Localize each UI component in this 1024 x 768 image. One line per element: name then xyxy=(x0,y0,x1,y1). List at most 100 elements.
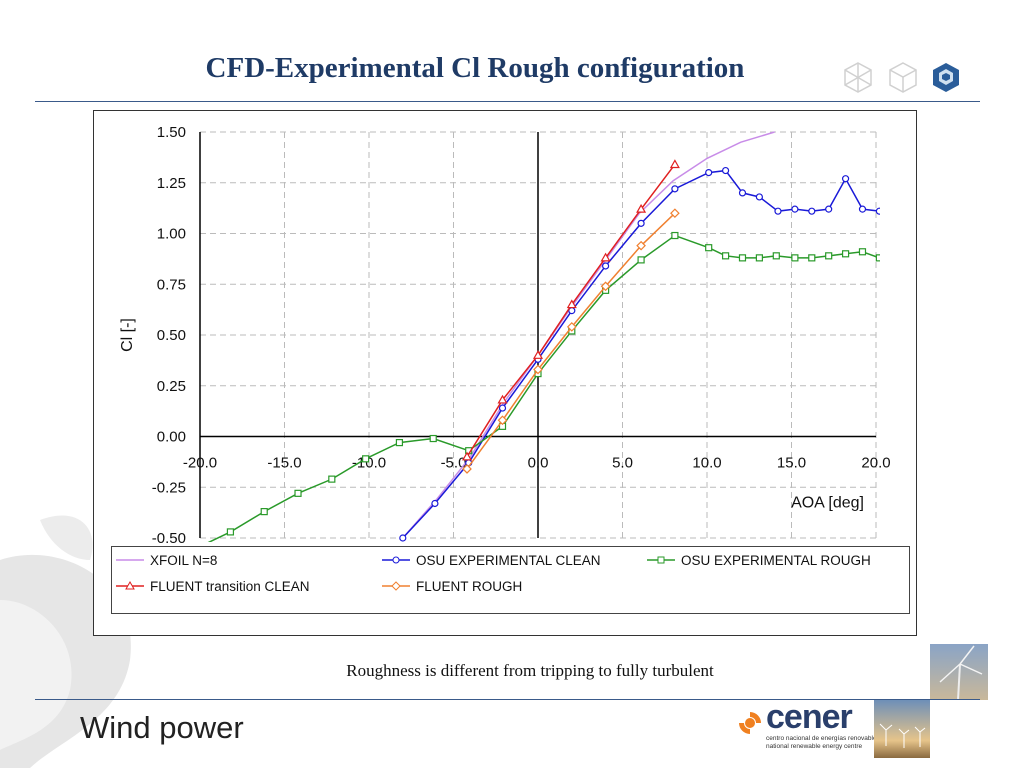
series-2-point xyxy=(705,244,713,252)
legend-item: FLUENT ROUGH xyxy=(382,577,522,595)
y-tick-label: 0.00 xyxy=(157,429,186,446)
series-4-point xyxy=(533,364,543,375)
series-2-point xyxy=(637,256,645,264)
legend-swatch xyxy=(382,581,410,591)
x-tick-label: 15.0 xyxy=(777,455,806,472)
x-tick-label: 10.0 xyxy=(692,455,721,472)
footer-title: Wind power xyxy=(80,710,244,745)
series-1-point xyxy=(875,207,880,215)
series-4-point xyxy=(497,415,508,426)
legend-label: XFOIL N=8 xyxy=(150,552,218,568)
x-tick-label: -5.0 xyxy=(441,455,467,472)
series-1-point xyxy=(791,205,799,213)
series-1-point xyxy=(431,499,439,508)
series-1-point xyxy=(637,219,645,227)
series-2-point xyxy=(808,254,816,262)
series-1-point xyxy=(721,166,730,175)
series-1-point xyxy=(399,534,407,542)
x-tick-label: -15.0 xyxy=(267,455,301,472)
legend-swatch xyxy=(116,580,144,590)
cener-subtitle-en: national renewable energy centre xyxy=(766,743,863,750)
footer-divider xyxy=(35,699,980,700)
legend-label: OSU EXPERIMENTAL CLEAN xyxy=(416,552,601,568)
series-1-point xyxy=(738,189,747,197)
title-divider xyxy=(35,101,980,102)
cener-subtitle-es: centro nacional de energías renovables xyxy=(766,735,880,742)
series-2-point xyxy=(328,475,336,483)
legend-item: OSU EXPERIMENTAL ROUGH xyxy=(647,551,871,569)
series-1-point xyxy=(808,207,816,215)
x-tick-label: 5.0 xyxy=(612,455,633,472)
series-2-point xyxy=(858,248,867,256)
wind-turbine-photo xyxy=(930,644,988,700)
series-2-point xyxy=(791,254,799,262)
legend-swatch xyxy=(647,556,675,564)
x-tick-label: 0.0 xyxy=(528,455,549,472)
y-tick-label: 1.50 xyxy=(157,124,186,141)
series-line-0 xyxy=(402,131,775,539)
wind-farm-photo xyxy=(874,700,930,758)
series-1-point xyxy=(671,185,679,193)
series-2-point xyxy=(825,252,833,260)
series-1-point xyxy=(602,262,610,270)
legend-item: OSU EXPERIMENTAL CLEAN xyxy=(382,551,601,569)
series-2-point xyxy=(362,455,370,463)
series-3-point xyxy=(532,350,544,359)
series-1-point xyxy=(858,205,867,213)
series-2-point xyxy=(755,254,763,262)
series-3-point xyxy=(461,451,473,461)
series-3-point xyxy=(600,252,611,262)
legend-label: OSU EXPERIMENTAL ROUGH xyxy=(681,552,871,568)
series-2-point xyxy=(260,508,268,516)
slide-caption: Roughness is different from tripping to … xyxy=(346,661,714,680)
y-tick-label: 1.25 xyxy=(157,175,186,192)
y-tick-label: 0.25 xyxy=(157,378,186,395)
series-4-point xyxy=(600,281,611,292)
slide-title: CFD-Experimental Cl Rough configuration xyxy=(205,52,745,84)
chart-legend: XFOIL N=8 OSU EXPERIMENTAL CLEAN OSU EXPER… xyxy=(111,546,910,614)
series-1-point xyxy=(705,168,713,177)
x-tick-label: 20.0 xyxy=(861,455,890,472)
series-2-point xyxy=(721,252,730,260)
series-4-point xyxy=(566,322,577,332)
series-2-point xyxy=(226,528,235,536)
series-2-point xyxy=(671,231,679,240)
series-2-point xyxy=(294,489,302,497)
legend-label: FLUENT transition CLEAN xyxy=(150,578,310,594)
x-tick-label: -20.0 xyxy=(183,455,217,472)
series-1-point xyxy=(841,175,850,183)
cl-chart: -0.50 -0.25 0.00 0.25 0.50 0.75 1.00 1.25 1.50 -2… xyxy=(119,124,891,547)
series-line-4 xyxy=(466,212,676,470)
y-tick-label: -0.25 xyxy=(152,479,186,496)
series-3-point xyxy=(669,159,680,169)
y-tick-label: -0.50 xyxy=(152,530,186,547)
series-2-point xyxy=(841,250,850,258)
cener-logo: cener centro nacional de energías renova… xyxy=(738,698,880,757)
cener-subtitle: centro nacional de energías renovables n… xyxy=(766,735,886,751)
series-3-point xyxy=(566,299,577,309)
series-2-point xyxy=(738,254,747,262)
y-tick-label: 0.50 xyxy=(157,327,186,344)
series-2-point xyxy=(875,254,880,262)
x-axis-label: AOA [deg] xyxy=(791,495,864,512)
legend-item: FLUENT transition CLEAN xyxy=(116,577,310,595)
series-4-point xyxy=(462,464,472,474)
x-tick-label: -10.0 xyxy=(352,455,386,472)
legend-swatch xyxy=(116,559,144,561)
series-1-point xyxy=(825,205,833,213)
series-2-point xyxy=(429,434,437,443)
chart-frame: -0.50 -0.25 0.00 0.25 0.50 0.75 1.00 1.25 1.50 -2… xyxy=(93,110,917,636)
y-tick-label: 0.75 xyxy=(157,276,186,293)
series-4-point xyxy=(636,240,646,251)
series-2-point xyxy=(772,252,780,260)
y-axis-label: Cl [-] xyxy=(119,318,136,352)
series-2-point xyxy=(395,438,404,447)
legend-label: FLUENT ROUGH xyxy=(416,578,523,594)
series-1-point xyxy=(755,193,763,201)
y-tick-label: 1.00 xyxy=(157,226,186,243)
cube-logo-icons xyxy=(844,62,959,93)
legend-swatch xyxy=(382,556,410,564)
series-3-point xyxy=(636,203,647,213)
series-3-point xyxy=(497,394,508,404)
legend-item: XFOIL N=8 xyxy=(116,551,217,569)
